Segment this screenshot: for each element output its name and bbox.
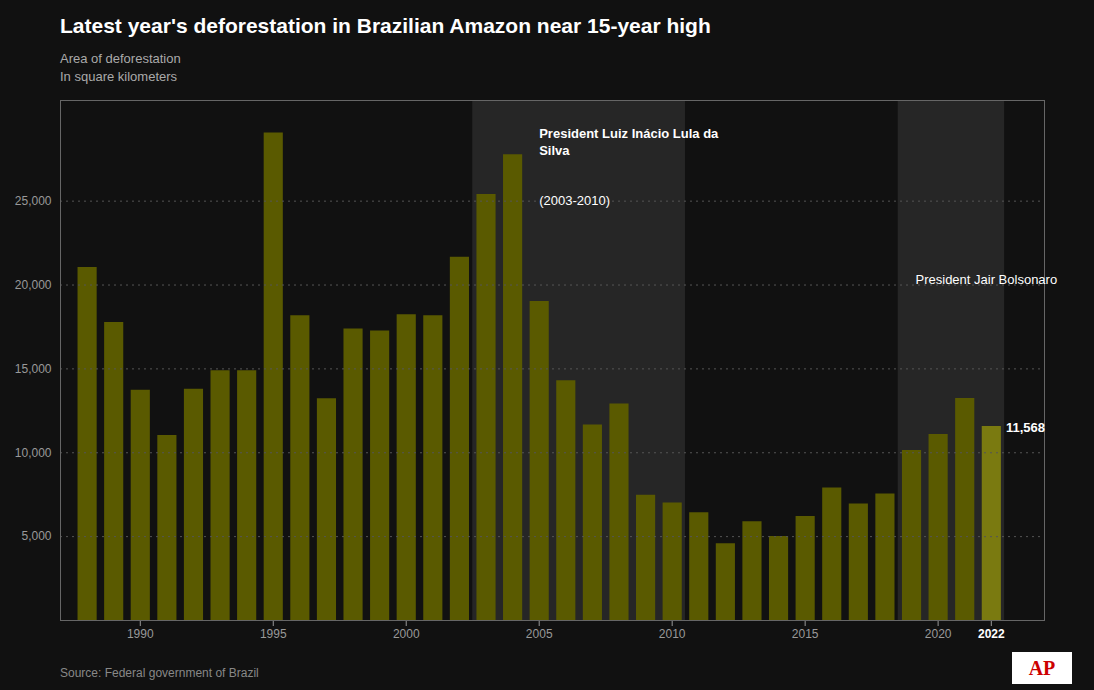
svg-text:(2003-2010): (2003-2010) — [539, 193, 610, 208]
svg-text:25,000: 25,000 — [15, 194, 52, 208]
html-text:Source: Federal government of: Source: Federal government of Brazil — [60, 666, 259, 680]
svg-text:5,000: 5,000 — [21, 529, 51, 543]
html-text:AP: AP — [1028, 657, 1056, 679]
svg-text:2010: 2010 — [659, 627, 686, 641]
svg-text:2022: 2022 — [978, 627, 1005, 641]
svg-text:1990: 1990 — [127, 627, 154, 641]
svg-text:President Jair Bolsonaro: President Jair Bolsonaro — [916, 272, 1058, 287]
svg-text:2020: 2020 — [925, 627, 952, 641]
svg-text:2005: 2005 — [526, 627, 553, 641]
html-text:Area of deforestation: Area of deforestation — [60, 51, 181, 66]
svg-text:2015: 2015 — [792, 627, 819, 641]
svg-text:10,000: 10,000 — [15, 446, 52, 460]
svg-text:11,568: 11,568 — [1006, 420, 1045, 435]
svg-text:2000: 2000 — [393, 627, 420, 641]
svg-text:20,000: 20,000 — [15, 278, 52, 292]
html-text:Latest year's deforestation in: Latest year's deforestation in Brazilian… — [60, 14, 711, 37]
svg-text:15,000: 15,000 — [15, 362, 52, 376]
html-text:In square kilometers: In square kilometers — [60, 69, 178, 84]
svg-text:President Luiz Inácio Lula daS: President Luiz Inácio Lula daSilva — [539, 126, 719, 158]
svg-text:1995: 1995 — [260, 627, 287, 641]
